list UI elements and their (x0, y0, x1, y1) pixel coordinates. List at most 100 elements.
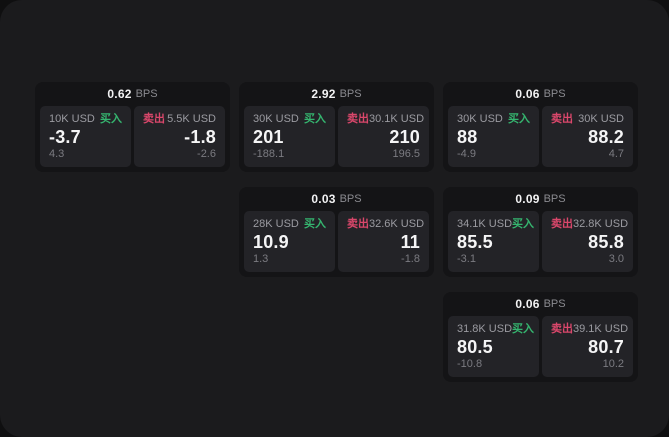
buy-price-value: 85.5 (457, 232, 493, 252)
spread-header: 0.06 BPS (443, 82, 638, 106)
sell-price-value: 85.8 (588, 232, 624, 252)
quote-panels: 10K USD 买入 -3.7 4.3 卖出 5.5K USD -1.8 -2.… (35, 106, 230, 172)
sell-label-row: 卖出 39.1K USD (551, 323, 628, 336)
spread-unit-label: BPS (543, 298, 566, 310)
buy-label-row: 30K USD 买入 (457, 113, 530, 126)
sell-quote-panel[interactable]: 卖出 32.6K USD 11 -1.8 (338, 211, 429, 272)
sell-quote-panel[interactable]: 卖出 39.1K USD 80.7 10.2 (542, 316, 633, 377)
sell-label-row: 卖出 30K USD (551, 113, 624, 126)
sell-price-value: 210 (389, 127, 420, 147)
sell-quote-panel[interactable]: 卖出 32.8K USD 85.8 3.0 (542, 211, 633, 272)
sell-size-label: 32.8K USD (573, 218, 629, 230)
quote-card: 0.06 BPS 30K USD 买入 88 -4.9 卖出 30K USD 8… (443, 82, 638, 172)
sell-quote-panel[interactable]: 卖出 30K USD 88.2 4.7 (542, 106, 633, 167)
sell-sub-value: -2.6 (197, 148, 216, 160)
buy-sub-value: 4.3 (49, 148, 65, 160)
quote-panels: 31.8K USD 买入 80.5 -10.8 卖出 39.1K USD 80.… (443, 316, 638, 382)
sell-label-row: 卖出 5.5K USD (143, 113, 216, 126)
spread-value: 0.03 (311, 192, 336, 206)
sell-side-label: 卖出 (551, 323, 573, 335)
spread-unit-label: BPS (339, 193, 362, 205)
buy-price-value: 10.9 (253, 232, 289, 252)
buy-quote-panel[interactable]: 28K USD 买入 10.9 1.3 (244, 211, 335, 272)
quote-card: 0.06 BPS 31.8K USD 买入 80.5 -10.8 卖出 39.1… (443, 292, 638, 382)
sell-size-label: 30K USD (578, 113, 624, 125)
buy-side-label: 买入 (100, 113, 122, 125)
sell-side-label: 卖出 (347, 218, 369, 230)
sell-price-value: -1.8 (184, 127, 216, 147)
buy-sub-value: 1.3 (253, 253, 269, 265)
quote-card: 0.03 BPS 28K USD 买入 10.9 1.3 卖出 32.6K US… (239, 187, 434, 277)
spread-value: 0.62 (107, 87, 132, 101)
buy-sub-value: -3.1 (457, 253, 476, 265)
quote-panels: 30K USD 买入 88 -4.9 卖出 30K USD 88.2 4.7 (443, 106, 638, 172)
spread-header: 0.09 BPS (443, 187, 638, 211)
sell-price-value: 11 (400, 232, 420, 252)
spread-header: 0.06 BPS (443, 292, 638, 316)
buy-label-row: 28K USD 买入 (253, 218, 326, 231)
sell-side-label: 卖出 (551, 113, 573, 125)
buy-sub-value: -188.1 (253, 148, 285, 160)
sell-sub-value: 4.7 (608, 148, 624, 160)
buy-label-row: 30K USD 买入 (253, 113, 326, 126)
sell-size-label: 39.1K USD (573, 323, 629, 335)
quote-panels: 28K USD 买入 10.9 1.3 卖出 32.6K USD 11 -1.8 (239, 211, 434, 277)
buy-side-label: 买入 (508, 113, 530, 125)
sell-size-label: 5.5K USD (167, 113, 216, 125)
buy-sub-value: -4.9 (457, 148, 476, 160)
buy-quote-panel[interactable]: 30K USD 买入 201 -188.1 (244, 106, 335, 167)
quote-panels: 34.1K USD 买入 85.5 -3.1 卖出 32.8K USD 85.8… (443, 211, 638, 277)
spread-header: 0.62 BPS (35, 82, 230, 106)
buy-quote-panel[interactable]: 34.1K USD 买入 85.5 -3.1 (448, 211, 539, 272)
sell-side-label: 卖出 (143, 113, 165, 125)
buy-price-value: 80.5 (457, 337, 493, 357)
buy-size-label: 31.8K USD (457, 323, 513, 335)
buy-size-label: 28K USD (253, 218, 299, 230)
buy-quote-panel[interactable]: 31.8K USD 买入 80.5 -10.8 (448, 316, 539, 377)
buy-side-label: 买入 (512, 218, 535, 230)
sell-side-label: 卖出 (347, 113, 369, 125)
buy-label-row: 10K USD 买入 (49, 113, 122, 126)
sell-label-row: 卖出 32.8K USD (551, 218, 628, 231)
spread-header: 2.92 BPS (239, 82, 434, 106)
buy-side-label: 买入 (304, 218, 326, 230)
sell-size-label: 30.1K USD (369, 113, 425, 125)
spread-value: 0.06 (515, 297, 540, 311)
spread-value: 0.06 (515, 87, 540, 101)
quote-card: 0.09 BPS 34.1K USD 买入 85.5 -3.1 卖出 32.8K… (443, 187, 638, 277)
spread-unit-label: BPS (543, 88, 566, 100)
sell-price-value: 80.7 (588, 337, 624, 357)
sell-sub-value: 196.5 (392, 148, 420, 160)
buy-size-label: 34.1K USD (457, 218, 513, 230)
sell-label-row: 卖出 30.1K USD (347, 113, 424, 126)
buy-quote-panel[interactable]: 10K USD 买入 -3.7 4.3 (40, 106, 131, 167)
buy-label-row: 31.8K USD 买入 (457, 323, 534, 336)
buy-price-value: 201 (253, 127, 284, 147)
spread-value: 2.92 (311, 87, 336, 101)
spread-unit-label: BPS (339, 88, 362, 100)
spread-value: 0.09 (515, 192, 540, 206)
quote-cards-board: 0.62 BPS 10K USD 买入 -3.7 4.3 卖出 5.5K USD… (35, 82, 638, 382)
quote-panels: 30K USD 买入 201 -188.1 卖出 30.1K USD 210 1… (239, 106, 434, 172)
buy-size-label: 30K USD (253, 113, 299, 125)
quote-card: 2.92 BPS 30K USD 买入 201 -188.1 卖出 30.1K … (239, 82, 434, 172)
buy-price-value: 88 (457, 127, 478, 147)
buy-size-label: 10K USD (49, 113, 95, 125)
sell-sub-value: 10.2 (602, 358, 624, 370)
sell-label-row: 卖出 32.6K USD (347, 218, 424, 231)
buy-side-label: 买入 (512, 323, 535, 335)
buy-sub-value: -10.8 (457, 358, 483, 370)
sell-sub-value: -1.8 (401, 253, 420, 265)
sell-quote-panel[interactable]: 卖出 5.5K USD -1.8 -2.6 (134, 106, 225, 167)
sell-quote-panel[interactable]: 卖出 30.1K USD 210 196.5 (338, 106, 429, 167)
sell-sub-value: 3.0 (608, 253, 624, 265)
buy-label-row: 34.1K USD 买入 (457, 218, 534, 231)
spread-header: 0.03 BPS (239, 187, 434, 211)
spread-unit-label: BPS (135, 88, 158, 100)
sell-price-value: 88.2 (588, 127, 624, 147)
buy-quote-panel[interactable]: 30K USD 买入 88 -4.9 (448, 106, 539, 167)
buy-side-label: 买入 (304, 113, 326, 125)
buy-price-value: -3.7 (49, 127, 81, 147)
sell-size-label: 32.6K USD (369, 218, 425, 230)
